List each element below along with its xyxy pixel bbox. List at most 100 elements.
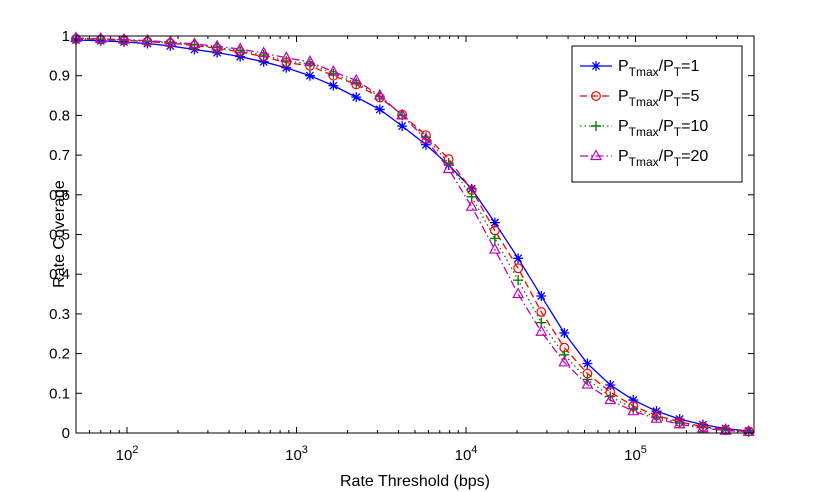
x-tick-base: 10: [455, 447, 472, 464]
series-4-point: [373, 88, 386, 100]
legend-label-part: T: [674, 95, 682, 109]
series-1-point: [304, 70, 315, 81]
series-3-point: [559, 349, 570, 360]
series-4-point: [419, 132, 432, 144]
x-tick-exponent: 4: [471, 444, 477, 456]
legend-label-part: /: [659, 88, 664, 105]
series-4-point: [234, 42, 247, 54]
legend-label-part: P: [618, 88, 629, 105]
series-4-point: [280, 51, 293, 62]
series-4-point: [350, 73, 363, 85]
legend-label-part: /: [659, 148, 664, 165]
legend-label-4: PTmax/PT=20: [618, 148, 708, 169]
legend-label-part: /: [659, 58, 664, 75]
legend-label-part: Tmax: [629, 155, 659, 169]
y-tick-label: 1: [62, 28, 70, 45]
legend-label-part: =5: [681, 88, 699, 105]
series-4-point: [94, 32, 107, 43]
x-tick-exponent: 3: [302, 444, 308, 456]
legend: PTmax/PT=1PTmax/PT=5PTmax/PT=10PTmax/PT=…: [571, 45, 743, 183]
legend-marker-4: [589, 149, 603, 161]
y-tick-label: 0.6: [49, 187, 70, 204]
series-1-point: [582, 358, 593, 369]
legend-label-part: /: [659, 118, 664, 135]
y-tick-label: 0.5: [49, 227, 70, 244]
series-4-point: [650, 411, 663, 423]
series-4-point: [673, 417, 686, 429]
y-tick-label: 0: [62, 425, 70, 442]
legend-label-part: P: [618, 58, 629, 75]
series-4-point: [535, 325, 548, 336]
series-4-point: [396, 108, 409, 120]
series-4-point: [627, 404, 640, 416]
series-4-point: [188, 37, 201, 49]
series-4-point: [303, 55, 316, 66]
y-tick-label: 0.7: [49, 147, 70, 164]
x-tick-label: 102: [116, 444, 139, 464]
legend-label-part: P: [663, 88, 674, 105]
series-4-point: [141, 34, 154, 45]
x-tick-exponent: 5: [641, 444, 647, 456]
x-tick-label: 104: [455, 444, 478, 464]
series-1-point: [466, 183, 477, 194]
x-tick-exponent: 2: [132, 444, 138, 456]
series-3-point: [513, 275, 524, 286]
series-1-point: [513, 253, 524, 264]
y-axis-title: Rate Coverage: [51, 180, 68, 288]
legend-label-1: PTmax/PT=1: [618, 58, 699, 79]
x-tick-label: 105: [624, 444, 647, 464]
series-1-point: [559, 327, 570, 338]
series-4-point: [719, 423, 732, 435]
series-4-point: [581, 377, 594, 389]
legend-label-part: P: [618, 118, 629, 135]
series-4-point: [558, 355, 571, 367]
series-4-point: [465, 199, 478, 211]
series-1-point: [489, 217, 500, 228]
x-axis-title: Rate Threshold (bps): [340, 473, 490, 490]
series-3-point: [258, 50, 269, 61]
series-1-point: [536, 291, 547, 302]
plot-frame: [75, 35, 755, 434]
legend-label-part: =10: [681, 118, 708, 135]
series-3-point: [351, 77, 362, 88]
legend-marker-3: [591, 121, 601, 131]
series-4-point: [257, 46, 270, 58]
y-tick-label: 0.8: [49, 107, 70, 124]
series-4-point: [117, 32, 131, 44]
series-4-point: [742, 425, 755, 436]
x-axis-ticks: 102 103 104 105: [75, 36, 755, 464]
legend-label-part: =1: [681, 58, 699, 75]
series-1-point: [420, 139, 431, 150]
legend-label-3: PTmax/PT=10: [618, 118, 708, 139]
series-1-point: [281, 62, 292, 73]
legend-label-part: T: [674, 125, 682, 139]
legend-label-part: =20: [681, 148, 708, 165]
series-1-point: [397, 121, 408, 132]
y-tick-label: 0.4: [49, 266, 70, 283]
legend-label-part: P: [618, 148, 629, 165]
legend-marker-1: [591, 61, 601, 71]
legend-label-part: T: [674, 65, 682, 79]
series-1-point: [628, 395, 639, 406]
series-4-point: [327, 64, 340, 76]
series-layer: [69, 31, 755, 437]
series-1-point: [605, 379, 616, 390]
legend-label-part: Tmax: [629, 95, 659, 109]
series-3-point: [328, 68, 339, 79]
legend-label-part: Tmax: [629, 125, 659, 139]
series-4-point: [696, 421, 709, 433]
series-4-point: [512, 287, 525, 299]
series-1-point: [374, 104, 385, 115]
legend-label-2: PTmax/PT=5: [618, 88, 699, 109]
series-4-point: [442, 162, 455, 174]
series-line-3: [75, 37, 749, 433]
x-tick-label: 103: [285, 444, 308, 464]
y-tick-label: 0.9: [49, 68, 70, 85]
series-4-point: [164, 35, 177, 47]
legend-label-part: Tmax: [629, 65, 659, 79]
y-tick-label: 0.1: [49, 385, 70, 402]
legend-label-part: P: [663, 148, 674, 165]
x-tick-base: 10: [624, 447, 641, 464]
series-1-point: [258, 56, 269, 67]
